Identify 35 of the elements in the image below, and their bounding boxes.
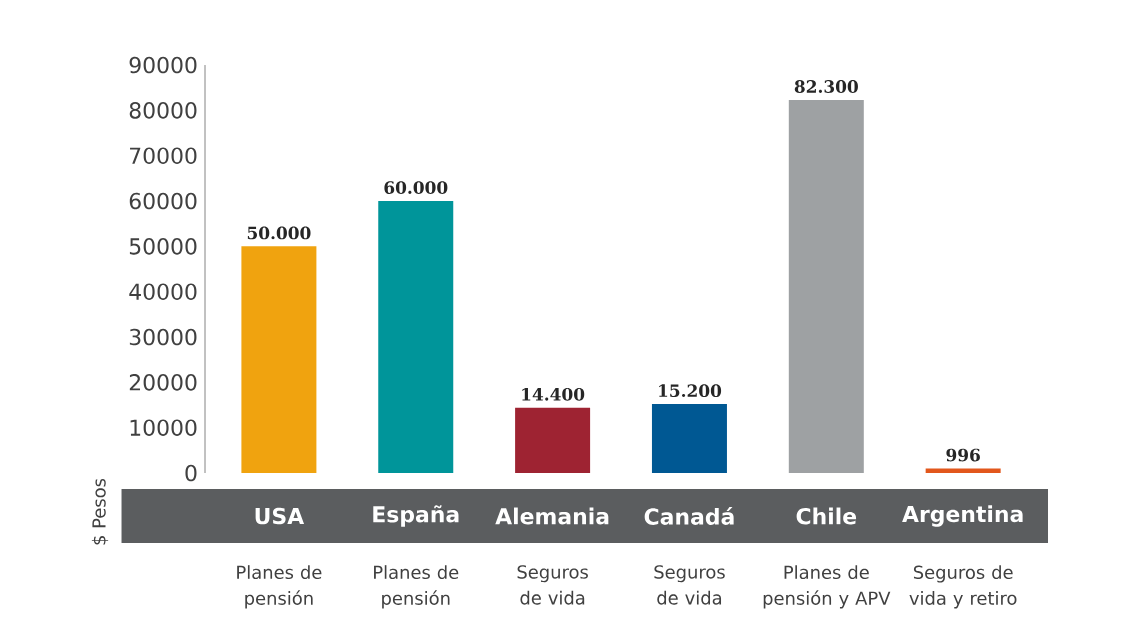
text: Seguros de vida (517, 565, 588, 605)
y-tick-label: 10000 (130, 419, 197, 436)
text: Planes de pensión (237, 565, 322, 609)
y-tick-label: 0 (185, 464, 197, 482)
y-tick-label: 80000 (129, 102, 197, 119)
y-tick-label: 40000 (129, 283, 197, 300)
y-tick-label: 60000 (129, 192, 197, 210)
data-label: 996 (946, 448, 980, 462)
bar (515, 407, 591, 474)
text: Planes de pensión y APV (763, 565, 891, 609)
bar (788, 99, 864, 474)
y-tick-label: 20000 (129, 374, 197, 391)
x-tick-label: Canadá (644, 507, 734, 525)
x-tick-label: Chile (796, 507, 857, 525)
text: Planes de pensión (374, 565, 459, 609)
y-tick-label: 90000 (129, 56, 197, 74)
y-axis-title: $ Pesos (91, 478, 109, 545)
bar (378, 201, 454, 474)
y-tick-label: 70000 (130, 147, 197, 164)
y-tick-label: 50000 (129, 238, 197, 255)
text: Seguros de vida (654, 565, 725, 605)
bar (651, 404, 727, 474)
data-label: 15.200 (659, 384, 722, 398)
data-label: 14.400 (522, 387, 585, 401)
x-tick-label: Alemania (495, 507, 609, 525)
x-tick-label: España (373, 505, 459, 527)
x-tick-label: Argentina (902, 505, 1023, 527)
data-label: 60.000 (384, 181, 448, 194)
x-tick-label: USA (255, 507, 305, 525)
data-label: 82.300 (794, 80, 858, 93)
bar (241, 246, 317, 474)
y-tick-label: 30000 (129, 328, 197, 346)
bar (925, 468, 1001, 474)
data-label: 50.000 (247, 226, 311, 240)
text: Seguros de vida y retiro (909, 565, 1017, 609)
